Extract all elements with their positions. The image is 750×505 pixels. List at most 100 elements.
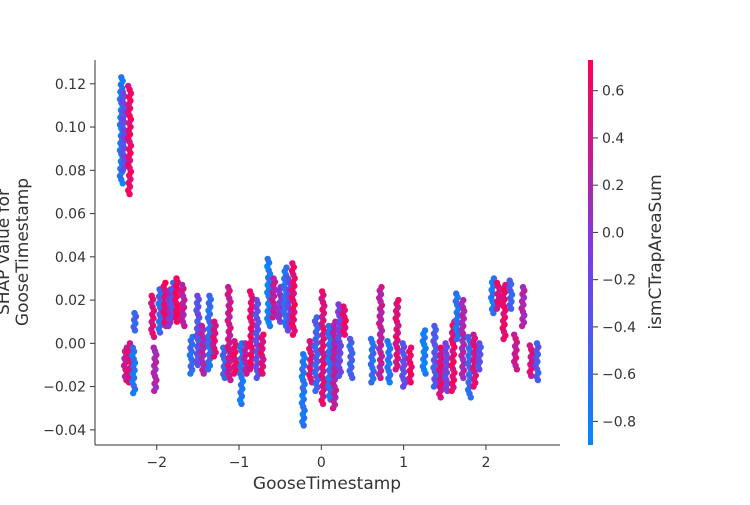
point-cluster	[186, 333, 196, 377]
point-cluster	[129, 344, 139, 397]
point-cluster	[334, 301, 344, 379]
y-tick-label: 0.10	[55, 120, 86, 136]
data-point	[283, 264, 290, 271]
point-cluster	[488, 275, 498, 317]
data-point	[225, 283, 232, 291]
colorbar-tick-label: 0.6	[602, 84, 624, 100]
data-point	[264, 255, 271, 263]
data-point	[260, 331, 267, 338]
point-cluster	[329, 318, 340, 412]
data-point	[131, 309, 138, 317]
data-point	[476, 340, 483, 347]
colorbar-ticks: −0.8 −0.6 −0.4 −0.2 0.0 0.2 0.4 0.6	[593, 84, 636, 430]
x-tick-label: 1	[399, 455, 408, 471]
y-tick-label: 0.08	[55, 163, 86, 179]
data-point	[493, 279, 501, 286]
point-cluster	[506, 277, 516, 312]
data-point	[335, 301, 342, 308]
data-point	[118, 74, 125, 81]
colorbar-tick-label: 0.4	[602, 131, 624, 147]
point-cluster	[150, 344, 160, 395]
data-point	[253, 296, 260, 304]
point-cluster	[325, 322, 335, 403]
point-cluster	[130, 309, 140, 334]
data-point	[162, 279, 169, 286]
data-point	[367, 335, 375, 343]
data-point	[306, 338, 313, 345]
data-point	[148, 292, 155, 299]
point-cluster	[346, 335, 356, 382]
point-cluster	[392, 296, 402, 373]
colorbar-tick-label: 0.0	[602, 225, 624, 241]
point-cluster	[224, 283, 234, 384]
data-point	[211, 318, 218, 325]
colorbar-tick-label: −0.4	[602, 320, 636, 336]
data-point	[289, 260, 296, 267]
data-point	[533, 340, 541, 347]
point-cluster	[198, 322, 208, 377]
data-point	[519, 283, 527, 291]
data-point	[399, 340, 406, 347]
data-point	[421, 327, 429, 334]
data-point	[173, 275, 180, 282]
x-tick-label: −1	[229, 455, 250, 471]
point-cluster	[376, 283, 386, 382]
colorbar-tick-label: 0.2	[602, 178, 624, 194]
point-cluster	[257, 331, 267, 377]
data-point	[340, 303, 347, 310]
point-cluster	[155, 286, 165, 336]
data-point	[442, 340, 449, 347]
point-cluster	[298, 351, 308, 429]
y-axis-ticks: −0.04 −0.02 0.00 0.02 0.04 0.06 0.08 0.10 0.12	[43, 77, 95, 439]
x-axis-ticks: −2 −1 0 1 2	[146, 445, 490, 471]
point-cluster	[339, 303, 349, 338]
y-tick-label: 0.06	[55, 207, 86, 223]
data-point	[125, 82, 132, 90]
y-tick-label: 0.04	[55, 250, 86, 266]
data-point	[511, 331, 518, 338]
point-cluster	[430, 322, 440, 390]
data-point	[470, 331, 477, 338]
colorbar-label: ismCTrapAreaSum	[646, 174, 666, 329]
y-tick-label: −0.04	[43, 423, 86, 439]
data-point	[506, 277, 513, 284]
data-point	[384, 338, 391, 345]
y-axis-title-line-1: SHAP value for	[0, 189, 14, 315]
data-point	[453, 290, 460, 297]
point-cluster	[171, 275, 181, 325]
colorbar-tick-label: −0.8	[602, 414, 636, 430]
y-tick-label: 0.12	[55, 77, 86, 93]
point-cluster	[419, 327, 429, 377]
data-point	[318, 288, 326, 295]
data-points	[116, 74, 542, 429]
data-point	[246, 288, 254, 295]
data-point	[284, 275, 292, 282]
data-point	[395, 296, 402, 304]
x-tick-label: 2	[481, 455, 490, 471]
data-point	[119, 89, 127, 96]
data-point	[129, 344, 136, 351]
data-point	[150, 344, 157, 351]
point-cluster	[178, 281, 188, 330]
point-cluster	[405, 344, 415, 386]
point-cluster	[474, 340, 484, 373]
data-point	[242, 340, 249, 347]
point-cluster	[209, 318, 219, 360]
data-point	[194, 292, 201, 299]
point-cluster	[125, 82, 135, 198]
point-cluster	[269, 275, 279, 321]
y-axis-title-line-2: GooseTimestamp	[13, 178, 33, 326]
data-point	[231, 338, 238, 345]
data-point	[460, 296, 467, 304]
y-tick-label: 0.02	[55, 293, 86, 309]
point-cluster	[367, 335, 377, 386]
data-point	[346, 335, 354, 343]
point-cluster	[288, 260, 298, 338]
colorbar	[588, 60, 593, 445]
data-point	[325, 322, 332, 330]
point-cluster	[458, 296, 468, 382]
point-cluster	[148, 292, 158, 341]
point-cluster	[518, 283, 528, 330]
point-cluster	[311, 314, 321, 395]
